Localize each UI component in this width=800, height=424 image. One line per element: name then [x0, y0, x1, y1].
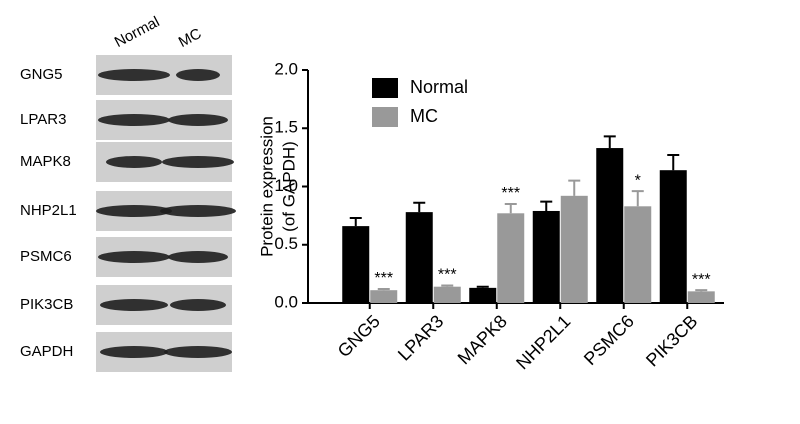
y-tick-label: 0.5 — [274, 234, 298, 253]
blot-column-label: MC — [176, 25, 205, 51]
bar — [405, 212, 433, 303]
blot-band — [98, 69, 170, 81]
x-tick-label: MAPK8 — [454, 311, 511, 368]
blot-band — [168, 114, 228, 126]
bar — [659, 170, 687, 303]
blot-column-label: Normal — [112, 13, 163, 51]
legend-label: Normal — [410, 77, 468, 97]
y-axis-label: (of GAPDH) — [279, 141, 298, 232]
y-axis-label: Protein expression — [257, 116, 276, 257]
x-tick-label: NHP2L1 — [512, 311, 574, 373]
error-bar — [441, 284, 454, 287]
blot-band — [170, 299, 226, 311]
blot-band — [100, 299, 168, 311]
bar — [433, 286, 461, 303]
error-bar — [631, 190, 644, 207]
bar-chart: 0.0 0.5 1.0 1.5 2.0 Protein expression (of GAP… — [257, 59, 724, 373]
bar — [370, 290, 398, 303]
error-bar — [504, 202, 517, 214]
bar — [532, 210, 560, 303]
blot-row-label: PIK3CB — [20, 296, 73, 313]
error-bar — [603, 135, 616, 149]
legend-swatch — [372, 107, 398, 127]
blot-band — [100, 346, 168, 358]
x-tick-label: GNG5 — [334, 311, 384, 361]
y-tick-label: 0.0 — [274, 292, 298, 311]
error-bar — [568, 179, 581, 196]
y-tick-label: 1.0 — [274, 176, 298, 195]
blot-row-label: GNG5 — [20, 66, 63, 83]
bar — [624, 206, 652, 303]
blot-row-label: LPAR3 — [20, 111, 66, 128]
blot-band — [164, 346, 232, 358]
blot-row-label: PSMC6 — [20, 248, 72, 265]
blot-band — [96, 205, 172, 217]
blot-band — [98, 114, 170, 126]
error-bar — [377, 288, 390, 291]
x-tick-label: PSMC6 — [580, 311, 638, 369]
significance-label: * — [635, 172, 641, 189]
bar — [687, 291, 715, 303]
bar — [497, 213, 525, 303]
error-bar — [667, 154, 680, 171]
blot-row-label: GAPDH — [20, 343, 73, 360]
error-bar — [349, 216, 362, 227]
blot-row-label: MAPK8 — [20, 153, 71, 170]
significance-label: *** — [501, 185, 520, 202]
blot-band — [98, 251, 170, 263]
y-tick-label: 2.0 — [274, 59, 298, 78]
legend-swatch — [372, 78, 398, 98]
blot-band — [168, 251, 228, 263]
blot-row-label: NHP2L1 — [20, 202, 77, 219]
bar — [560, 195, 588, 303]
blot-band — [162, 156, 234, 168]
error-bar — [413, 201, 426, 213]
significance-label: *** — [692, 271, 711, 288]
significance-label: *** — [374, 270, 393, 287]
significance-label: *** — [438, 267, 457, 284]
error-bar — [476, 285, 489, 288]
bar — [596, 148, 624, 303]
error-bar — [695, 289, 708, 292]
blot-band — [176, 69, 220, 81]
bar — [469, 287, 497, 303]
legend-label: MC — [410, 106, 438, 126]
blot-band — [106, 156, 162, 168]
error-bar — [540, 200, 553, 211]
y-tick-label: 1.5 — [274, 118, 298, 137]
x-tick-label: LPAR3 — [394, 311, 448, 365]
western-blot: Normal MC GNG5 LPAR3 MAPK8 NHP2L1 PSMC6 PIK3CB G… — [20, 13, 236, 372]
bar — [342, 226, 370, 303]
x-tick-label: PIK3CB — [642, 311, 701, 370]
blot-band — [160, 205, 236, 217]
